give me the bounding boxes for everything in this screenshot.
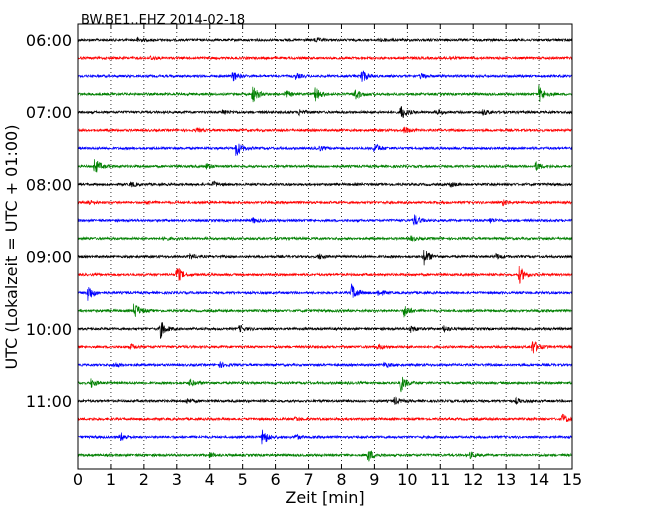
vertical-grid bbox=[110, 24, 540, 469]
seismic-trace bbox=[78, 106, 573, 119]
x-tick-label: 13 bbox=[496, 470, 516, 489]
x-tick-label: 11 bbox=[430, 470, 450, 489]
seismic-trace bbox=[77, 413, 573, 423]
seismic-trace bbox=[77, 126, 573, 134]
seismic-trace bbox=[77, 143, 573, 156]
seismic-trace bbox=[77, 265, 573, 284]
x-tick-label: 0 bbox=[73, 470, 83, 489]
y-axis-ticks: 06:00 07:00 08:00 09:00 10:00 11:00 bbox=[26, 31, 572, 411]
seismic-trace bbox=[77, 361, 573, 369]
seismic-trace bbox=[77, 450, 573, 462]
seismic-trace bbox=[78, 180, 573, 189]
y-tick-label: 10:00 bbox=[26, 320, 72, 339]
chart-title: BW.BE1..EHZ 2014-02-18 bbox=[81, 13, 245, 28]
x-axis-label: Zeit [min] bbox=[285, 488, 364, 507]
seismic-trace bbox=[77, 249, 573, 266]
y-tick-label: 07:00 bbox=[26, 103, 72, 122]
plot-frame bbox=[77, 23, 573, 470]
x-tick-label: 5 bbox=[238, 470, 248, 489]
y-tick-label: 08:00 bbox=[26, 175, 72, 194]
x-tick-label: 3 bbox=[172, 470, 182, 489]
seismic-trace bbox=[77, 159, 573, 173]
x-tick-label: 10 bbox=[397, 470, 417, 489]
x-tick-label: 2 bbox=[139, 470, 149, 489]
y-tick-label: 06:00 bbox=[26, 31, 72, 50]
x-tick-label: 12 bbox=[463, 470, 483, 489]
y-axis-label: UTC (Lokalzeit = UTC + 01:00) bbox=[2, 125, 21, 370]
seismic-trace bbox=[77, 376, 573, 393]
seismic-trace bbox=[77, 54, 573, 61]
seismic-trace bbox=[77, 322, 573, 339]
seismic-trace bbox=[77, 429, 573, 445]
seismic-trace bbox=[77, 199, 573, 207]
x-tick-label: 14 bbox=[529, 470, 549, 489]
seismic-traces bbox=[77, 36, 573, 462]
x-tick-label: 4 bbox=[205, 470, 215, 489]
y-tick-label: 11:00 bbox=[26, 392, 72, 411]
x-tick-label: 7 bbox=[303, 470, 313, 489]
seismic-trace bbox=[77, 396, 573, 405]
x-tick-label: 6 bbox=[271, 470, 281, 489]
x-tick-label: 9 bbox=[369, 470, 379, 489]
x-tick-label: 15 bbox=[562, 470, 582, 489]
x-tick-label: 1 bbox=[106, 470, 116, 489]
y-tick-label: 09:00 bbox=[26, 248, 72, 267]
seismic-trace bbox=[77, 283, 573, 301]
seismic-trace bbox=[77, 214, 573, 226]
seismic-trace bbox=[77, 235, 573, 242]
seismic-trace bbox=[77, 70, 573, 82]
seismic-trace bbox=[77, 36, 573, 43]
x-tick-label: 8 bbox=[336, 470, 346, 489]
seismic-trace bbox=[77, 303, 573, 318]
seismic-trace bbox=[77, 340, 573, 354]
x-axis-ticks: 0 1 2 3 4 5 6 7 8 9 10 11 12 13 14 15 bbox=[73, 24, 582, 489]
seismic-trace bbox=[77, 84, 573, 103]
